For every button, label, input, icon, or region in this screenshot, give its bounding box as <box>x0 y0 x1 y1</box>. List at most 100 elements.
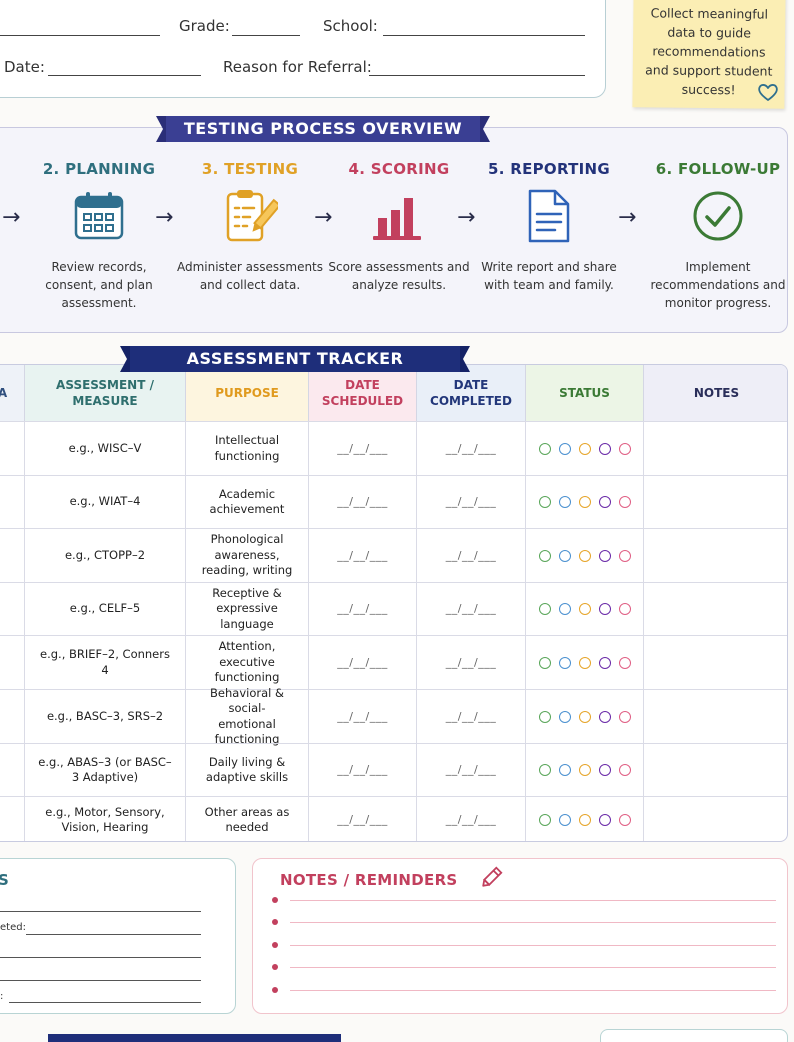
school-field[interactable] <box>383 35 585 36</box>
date-scheduled-field[interactable]: __/__/___ <box>309 797 417 841</box>
reason-field[interactable] <box>369 75 585 76</box>
checklist-line[interactable] <box>0 980 201 981</box>
date-scheduled-field[interactable]: __/__/___ <box>309 636 417 689</box>
status-circle[interactable] <box>538 814 551 826</box>
note-line[interactable] <box>290 967 776 968</box>
purpose-cell: Receptive & expressive language <box>186 583 309 635</box>
status-circle[interactable] <box>558 442 571 455</box>
status-circle[interactable] <box>598 549 611 562</box>
purpose-cell: Behavioral & social-emotional functionin… <box>186 686 309 746</box>
checklist-line[interactable] <box>9 1002 201 1003</box>
status-cell <box>526 583 644 635</box>
arrow-right-icon: → <box>314 205 333 230</box>
status-circle[interactable] <box>558 764 571 776</box>
status-circle[interactable] <box>558 549 571 562</box>
notes-cell[interactable] <box>644 797 787 841</box>
checklist-line[interactable] <box>0 911 201 912</box>
date-scheduled-field[interactable]: __/__/___ <box>309 529 417 582</box>
purpose-cell: Phonological awareness, reading, writing <box>186 529 309 582</box>
process-overview-title: TESTING PROCESS OVERVIEW <box>183 119 463 138</box>
grade-field[interactable] <box>232 35 300 36</box>
status-circle[interactable] <box>558 656 571 669</box>
status-circle[interactable] <box>558 603 571 615</box>
status-circle[interactable] <box>578 496 591 508</box>
status-circle[interactable] <box>578 710 591 723</box>
status-circle[interactable] <box>618 764 631 776</box>
status-circle[interactable] <box>598 764 611 776</box>
status-circle[interactable] <box>618 442 631 455</box>
header-date-completed: DATE COMPLETED <box>417 365 526 421</box>
notes-cell[interactable] <box>644 583 787 635</box>
status-circle[interactable] <box>578 764 591 776</box>
status-circle[interactable] <box>598 710 611 723</box>
purpose-cell: Intellectual functioning <box>186 422 309 475</box>
date-scheduled-field[interactable]: __/__/___ <box>309 690 417 743</box>
date-scheduled-field[interactable]: __/__/___ <box>309 422 417 475</box>
date-completed-field[interactable]: __/__/___ <box>417 636 526 689</box>
status-circle[interactable] <box>618 496 631 508</box>
date-scheduled-field[interactable]: __/__/___ <box>309 583 417 635</box>
step-description: Write report and share with team and fam… <box>481 260 617 292</box>
status-circle[interactable] <box>598 656 611 669</box>
step-title: 5. REPORTING <box>487 160 611 178</box>
status-circle[interactable] <box>618 656 631 669</box>
date-completed-field[interactable]: __/__/___ <box>417 583 526 635</box>
status-circle[interactable] <box>538 603 551 615</box>
status-circle[interactable] <box>618 549 631 562</box>
date-completed-field[interactable]: __/__/___ <box>417 529 526 582</box>
note-line[interactable] <box>290 945 776 946</box>
status-circle[interactable] <box>538 442 551 455</box>
status-circle[interactable] <box>558 814 571 826</box>
status-circle[interactable] <box>598 603 611 615</box>
status-circle[interactable] <box>618 710 631 723</box>
status-circle[interactable] <box>538 710 551 723</box>
note-bullet <box>272 919 278 925</box>
note-line[interactable] <box>290 990 776 991</box>
notes-cell[interactable] <box>644 690 787 743</box>
status-circle[interactable] <box>598 496 611 508</box>
notes-cell[interactable] <box>644 636 787 689</box>
reason-label: Reason for Referral: <box>223 58 372 76</box>
date-completed-field[interactable]: __/__/___ <box>417 797 526 841</box>
name-field[interactable] <box>0 35 160 36</box>
date-completed-field[interactable]: __/__/___ <box>417 422 526 475</box>
date-completed-field[interactable]: __/__/___ <box>417 744 526 796</box>
notes-cell[interactable] <box>644 529 787 582</box>
note-line[interactable] <box>290 900 776 901</box>
status-circle[interactable] <box>578 656 591 669</box>
date-scheduled-field[interactable]: __/__/___ <box>309 476 417 528</box>
status-cell <box>526 422 644 475</box>
notes-cell[interactable] <box>644 476 787 528</box>
notes-cell[interactable] <box>644 744 787 796</box>
arrow-right-icon: → <box>2 205 21 230</box>
measure-cell: e.g., ABAS–3 (or BASC–3 Adaptive) <box>25 744 186 796</box>
status-circle[interactable] <box>538 549 551 562</box>
date-scheduled-field[interactable]: __/__/___ <box>309 744 417 796</box>
status-circle[interactable] <box>538 656 551 669</box>
checklist-line[interactable] <box>26 934 201 935</box>
status-circle[interactable] <box>618 814 631 826</box>
status-circle[interactable] <box>578 549 591 562</box>
document-icon <box>474 188 624 244</box>
arrow-right-icon: → <box>155 205 174 230</box>
note-line[interactable] <box>290 922 776 923</box>
status-circle[interactable] <box>558 496 571 508</box>
date-field[interactable] <box>48 75 201 76</box>
header-status: STATUS <box>526 365 644 421</box>
notes-cell[interactable] <box>644 422 787 475</box>
area-cell: TION <box>0 636 25 689</box>
date-completed-field[interactable]: __/__/___ <box>417 690 526 743</box>
date-completed-field[interactable]: __/__/___ <box>417 476 526 528</box>
status-circle[interactable] <box>598 814 611 826</box>
bar-chart-icon <box>324 188 474 244</box>
status-circle[interactable] <box>558 710 571 723</box>
status-circle[interactable] <box>578 603 591 615</box>
status-circle[interactable] <box>538 496 551 508</box>
status-circle[interactable] <box>598 442 611 455</box>
status-circle[interactable] <box>618 603 631 615</box>
checklist-line[interactable] <box>0 957 201 958</box>
status-circle[interactable] <box>578 814 591 826</box>
status-circle[interactable] <box>578 442 591 455</box>
status-circle[interactable] <box>538 764 551 776</box>
